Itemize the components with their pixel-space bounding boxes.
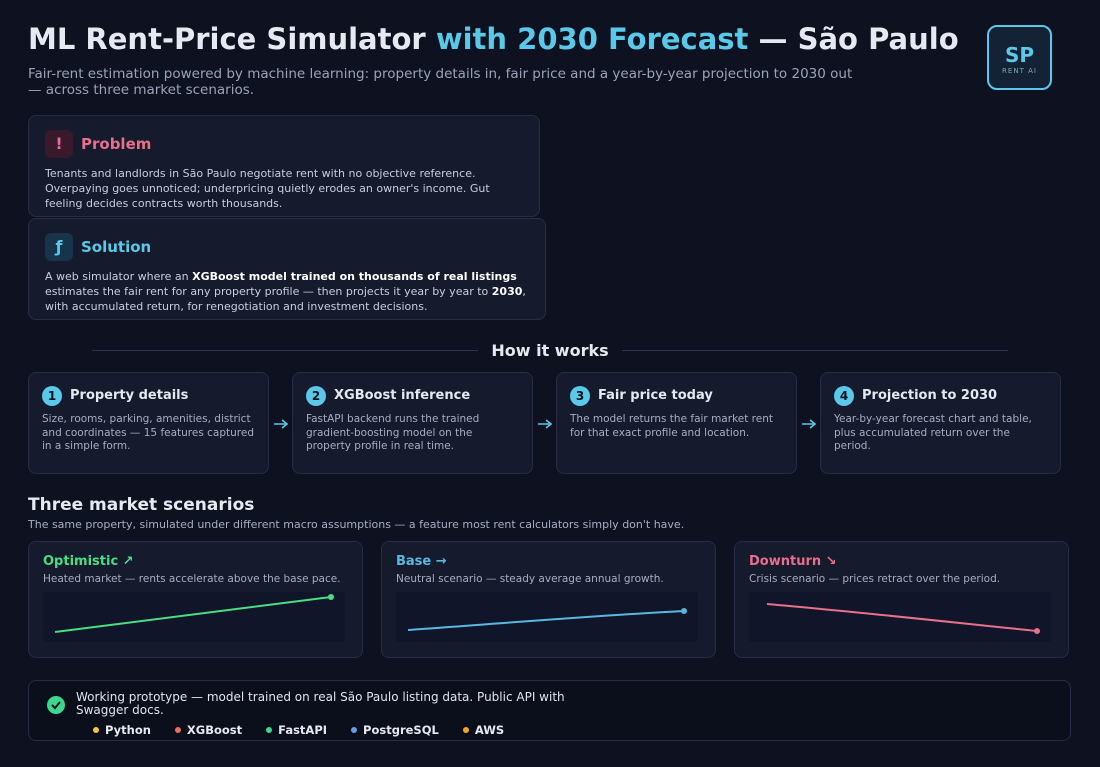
tech-dot bbox=[93, 727, 99, 733]
scenario-card: Base → Neutral scenario — steady average … bbox=[381, 541, 716, 658]
check-icon bbox=[47, 696, 65, 714]
step-number: 4 bbox=[834, 386, 854, 406]
trend-line bbox=[54, 596, 332, 633]
sparkline bbox=[396, 592, 698, 642]
tech-name: XGBoost bbox=[186, 723, 243, 737]
step-number: 3 bbox=[570, 386, 590, 406]
arrow-shape bbox=[802, 419, 817, 429]
tech-item: FastAPI bbox=[266, 723, 327, 737]
step-title: Projection to 2030 bbox=[862, 388, 998, 403]
step-number: 2 bbox=[306, 386, 326, 406]
step-card: 1 Property details Size, rooms, parking, a… bbox=[28, 372, 269, 474]
step-text: Size, rooms, parking, amenities, distric… bbox=[42, 413, 255, 452]
step-text: Year-by-year forecast chart and table, p… bbox=[834, 413, 1032, 452]
sparkline-bg bbox=[396, 592, 698, 642]
text: A web simulator where an bbox=[45, 270, 189, 283]
scenario-card: Downturn ↘ Crisis scenario — prices retra… bbox=[734, 541, 1069, 658]
step-text: The model returns the fair market rent f… bbox=[570, 413, 774, 439]
divider bbox=[622, 350, 1008, 351]
text: estimates the fair rent for any property… bbox=[45, 285, 489, 298]
solution-text: A web simulator where an XGBoost model t… bbox=[45, 269, 531, 314]
scenario-title: Optimistic ↗ bbox=[43, 554, 134, 569]
section-title: How it works bbox=[491, 341, 609, 360]
scenario-title: Base → bbox=[396, 554, 447, 569]
step-card: 2 XGBoost inference FastAPI backend runs t… bbox=[292, 372, 533, 474]
subtitle: Fair-rent estimation powered by machine … bbox=[28, 66, 853, 98]
problem-card: ! Problem Tenants and landlords in São P… bbox=[28, 115, 540, 217]
tech-name: AWS bbox=[474, 723, 505, 737]
title: ML Rent-Price Simulator with 2030 Foreca… bbox=[28, 22, 959, 56]
tech-dot bbox=[462, 727, 469, 733]
step-card: 3 Fair price today The model returns the f… bbox=[556, 372, 797, 474]
arrow bbox=[538, 419, 553, 429]
divider bbox=[92, 350, 478, 351]
problem-text: Tenants and landlords in São Paulo negot… bbox=[45, 167, 490, 210]
badge-label: RENT AI bbox=[1002, 67, 1037, 75]
scenario-title: Downturn ↘ bbox=[749, 554, 837, 569]
tech-item: PostgreSQL bbox=[351, 723, 439, 737]
footer: Working prototype — model trained on rea… bbox=[28, 680, 1071, 741]
tech-name: FastAPI bbox=[278, 723, 328, 737]
badge-code: SP bbox=[1004, 43, 1035, 67]
problem-icon: ! bbox=[45, 130, 73, 158]
solution-title: Solution bbox=[81, 238, 152, 256]
tech-item: AWS bbox=[462, 723, 505, 737]
scenario-text: Crisis scenario — prices retract over th… bbox=[749, 573, 1001, 585]
bold-text: XGBoost model trained on thousands of re… bbox=[192, 270, 517, 283]
arrow-shape bbox=[274, 419, 289, 429]
trend-end bbox=[1034, 628, 1040, 634]
step-title: Property details bbox=[70, 388, 189, 403]
step-text: FastAPI backend runs the trained gradien… bbox=[306, 413, 480, 452]
section-title: Three market scenarios bbox=[28, 495, 255, 515]
sparkline bbox=[43, 592, 345, 642]
title-tail: — São Paulo bbox=[758, 22, 959, 56]
trend-end bbox=[328, 594, 334, 600]
trend-end bbox=[681, 608, 687, 614]
bold-text: 2030 bbox=[491, 285, 523, 298]
step-title: XGBoost inference bbox=[334, 388, 471, 403]
sparkline bbox=[749, 592, 1051, 642]
step-card: 4 Projection to 2030 Year-by-year forecast… bbox=[820, 372, 1061, 474]
arrow bbox=[274, 419, 289, 429]
badge: SP RENT AI bbox=[987, 25, 1052, 90]
tech-item: Python bbox=[93, 723, 151, 737]
step-title: Fair price today bbox=[598, 388, 713, 403]
title-lead: ML Rent-Price Simulator bbox=[28, 22, 426, 56]
step-number: 1 bbox=[42, 386, 62, 406]
tech-name: PostgreSQL bbox=[363, 723, 439, 737]
solution-card: ƒ Solution A web simulator where an XGBo… bbox=[28, 218, 546, 320]
text: , with accumulated return, for renegotia… bbox=[45, 285, 526, 313]
tech-item: XGBoost bbox=[174, 723, 243, 737]
arrow bbox=[802, 419, 817, 429]
tech-dot bbox=[351, 727, 358, 733]
tech-name: Python bbox=[105, 723, 151, 737]
section-subtitle: The same property, simulated under diffe… bbox=[28, 518, 685, 531]
solution-icon: ƒ bbox=[45, 233, 73, 261]
title-accent: with 2030 Forecast bbox=[435, 22, 749, 56]
scenario-text: Neutral scenario — steady average annual… bbox=[396, 573, 664, 585]
arrow-shape bbox=[538, 419, 553, 429]
problem-title: Problem bbox=[81, 135, 152, 153]
scenario-text: Heated market — rents accelerate above t… bbox=[43, 573, 341, 585]
trend-line bbox=[407, 610, 685, 631]
footer-text: Working prototype — model trained on rea… bbox=[76, 690, 565, 717]
trend-line bbox=[766, 603, 1038, 632]
tech-dot bbox=[174, 727, 181, 733]
tech-dot bbox=[266, 727, 273, 733]
scenario-card: Optimistic ↗ Heated market — rents accele… bbox=[28, 541, 363, 658]
tech-list: Python XGBoost FastAPI PostgreSQL AWS bbox=[93, 718, 528, 737]
sparkline-bg bbox=[43, 592, 345, 642]
